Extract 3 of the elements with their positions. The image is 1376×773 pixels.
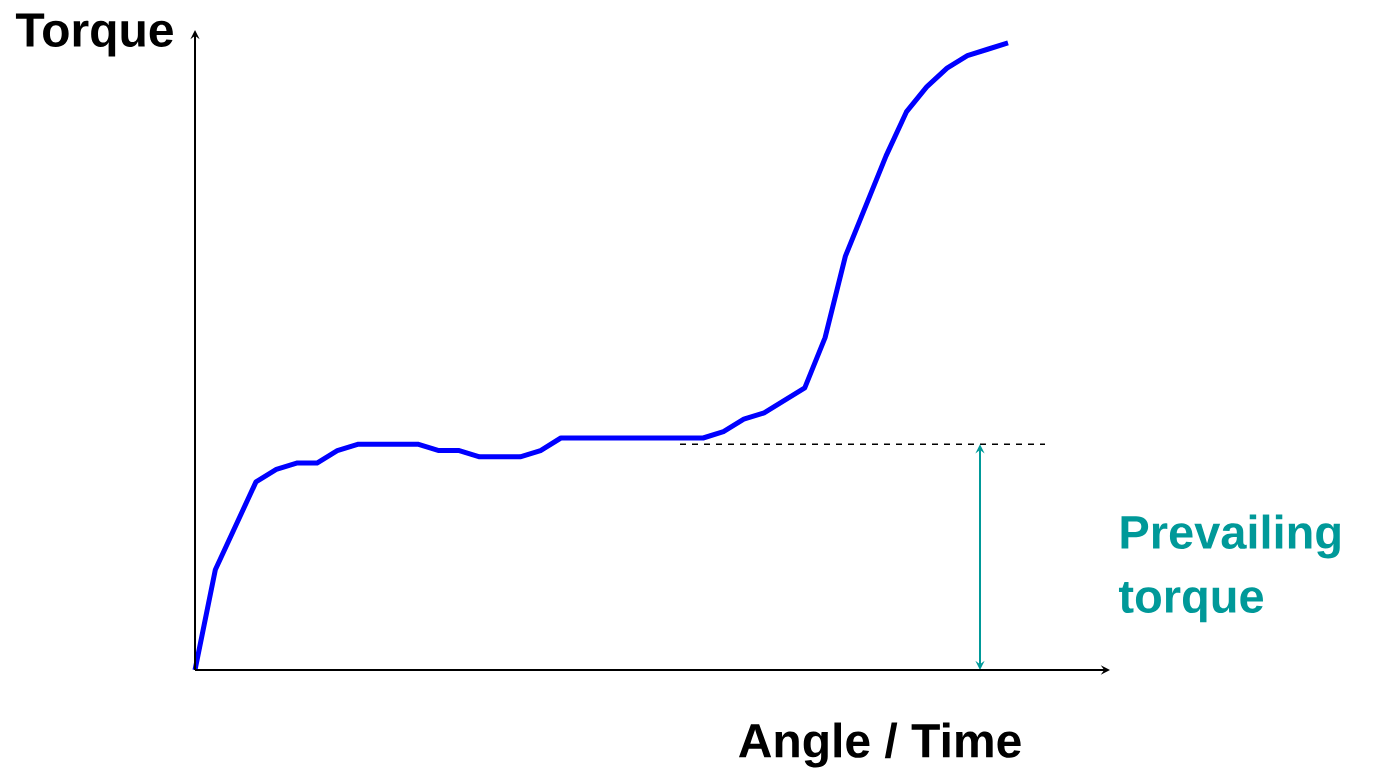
ref-line-label: Prevailing torque bbox=[1118, 514, 1340, 623]
y-axis-title: Torque bbox=[15, 13, 173, 57]
x-axis-title: Angle / Time bbox=[738, 722, 1021, 768]
